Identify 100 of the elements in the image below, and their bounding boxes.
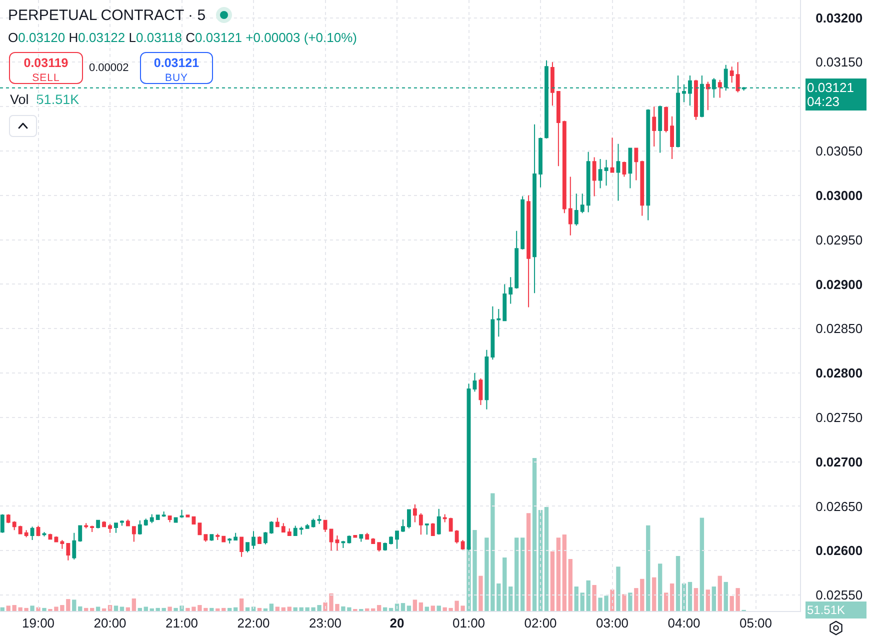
bar (550, 551, 555, 611)
bar (436, 606, 441, 611)
candlestick (78, 525, 82, 542)
bar (138, 608, 142, 611)
bar (114, 606, 118, 611)
candlestick (258, 536, 262, 544)
bar (478, 576, 483, 611)
candlestick (359, 534, 364, 542)
candlestick (6, 514, 10, 524)
bar (700, 518, 704, 611)
annotation: BUY (164, 72, 190, 84)
bar (36, 607, 40, 611)
bar (388, 608, 394, 611)
bar (210, 608, 214, 611)
candlestick (472, 372, 477, 392)
bar (0, 607, 4, 611)
candlestick (526, 194, 531, 308)
bar (382, 607, 388, 611)
bar (371, 608, 376, 611)
y-tick-label: 0.02700 (816, 454, 863, 470)
candlestick (96, 520, 100, 529)
bar (90, 608, 94, 611)
bar (694, 588, 698, 611)
x-tick-label: 20 (390, 616, 404, 631)
candlestick (108, 523, 112, 534)
candlestick (60, 539, 64, 550)
candlestick (478, 378, 483, 406)
candlestick (484, 349, 489, 410)
bar (418, 602, 424, 611)
bar (514, 538, 519, 611)
candlestick (24, 530, 28, 538)
candlestick (389, 536, 393, 545)
bar (622, 594, 626, 611)
candlestick (138, 520, 142, 536)
bar (78, 606, 82, 611)
x-tick-label: 19:00 (22, 616, 55, 631)
candlestick (586, 151, 590, 213)
sell-button: 0.03119 SELL (9, 52, 83, 84)
candlestick (168, 515, 172, 523)
candlestick (293, 525, 298, 536)
candlestick (646, 108, 650, 221)
bar (586, 580, 590, 611)
text: O0.03120 H0.03122 L0.03118 C0.03121 +0.00003 (+0.10%) (8, 30, 358, 45)
bar (616, 566, 620, 611)
candlestick (664, 106, 668, 133)
candlestick (228, 538, 232, 544)
candlestick (604, 159, 608, 186)
bar (646, 525, 650, 611)
candlestick (66, 543, 70, 561)
candlestick (550, 62, 554, 106)
candlestick (401, 519, 405, 532)
candlestick (30, 526, 34, 540)
bar (293, 607, 298, 611)
x-tick-label: 03:00 (596, 616, 629, 631)
y-tick-label: 0.02650 (816, 498, 863, 514)
candlestick (72, 532, 76, 560)
bar (168, 606, 172, 611)
candlestick (36, 525, 40, 536)
candlestick (730, 66, 734, 84)
annotation: 0.00002 (89, 62, 129, 74)
annotation: 0.03119 (22, 56, 70, 70)
candlestick (628, 148, 632, 189)
bar (6, 606, 10, 611)
bar (592, 585, 596, 611)
candlestick (234, 532, 238, 540)
candlestick (246, 542, 250, 553)
x-tick-label: 05:00 (739, 616, 772, 631)
bar (400, 603, 406, 611)
bar (610, 590, 614, 611)
bar (281, 607, 286, 611)
chart-title: Vol (10, 92, 29, 107)
bar (412, 600, 418, 611)
candlestick (144, 518, 148, 526)
text: 04:23 (807, 94, 840, 109)
candlestick (598, 158, 602, 189)
candlestick (383, 542, 388, 552)
candlestick (580, 193, 584, 214)
candlestick (353, 535, 358, 538)
y-tick-label: 0.02750 (816, 410, 863, 425)
bar (658, 564, 662, 611)
candlestick (126, 519, 130, 526)
x-tick-label: 23:00 (308, 616, 342, 631)
candlestick (174, 517, 178, 523)
candlestick (718, 79, 722, 98)
bar (556, 538, 561, 611)
candlestick (0, 514, 4, 534)
bar (724, 582, 728, 611)
candlestick (281, 522, 286, 532)
candlestick (222, 536, 226, 542)
candlestick (365, 532, 370, 540)
candlestick (562, 120, 566, 214)
candlestick (162, 511, 166, 518)
bar (706, 590, 710, 611)
text: 51.51K (36, 92, 80, 107)
bar (102, 608, 106, 611)
bar (424, 606, 429, 611)
y-tick-label: 0.02800 (816, 366, 863, 381)
bar (257, 608, 262, 611)
bar (228, 608, 232, 611)
candlestick (120, 520, 124, 526)
